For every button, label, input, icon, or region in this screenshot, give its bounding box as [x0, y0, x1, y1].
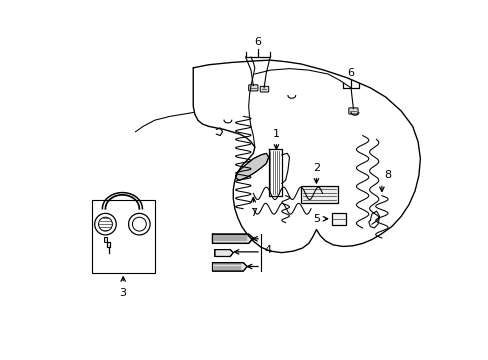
Bar [301, 186, 337, 203]
Bar [331, 213, 345, 225]
Text: 4: 4 [264, 244, 271, 255]
Text: 6: 6 [254, 37, 261, 47]
FancyBboxPatch shape [348, 108, 357, 114]
Text: 1: 1 [272, 129, 279, 139]
Text: 7: 7 [249, 208, 256, 218]
Polygon shape [104, 237, 107, 242]
Text: 3: 3 [120, 288, 126, 298]
Polygon shape [212, 234, 253, 243]
Polygon shape [212, 263, 246, 271]
Text: 6: 6 [347, 68, 354, 78]
FancyBboxPatch shape [260, 86, 268, 92]
Text: 5: 5 [313, 214, 320, 224]
Text: 2: 2 [312, 163, 319, 172]
Polygon shape [235, 153, 268, 180]
FancyBboxPatch shape [248, 85, 257, 91]
Bar [91, 199, 154, 273]
Polygon shape [214, 249, 233, 256]
Text: 8: 8 [384, 170, 390, 180]
